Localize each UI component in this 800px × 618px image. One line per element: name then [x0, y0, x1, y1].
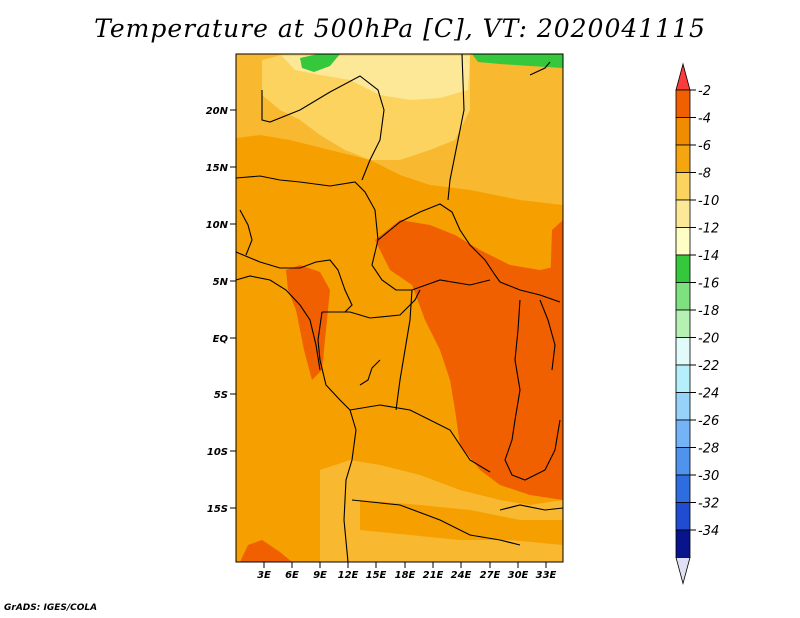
colorbar-label: -22: [698, 359, 719, 374]
colorbar-swatch: [675, 144, 691, 173]
lon-label: 27E: [480, 570, 501, 581]
colorbar-swatch: [675, 364, 691, 393]
colorbar-swatch: [675, 254, 691, 283]
lat-label: 10S: [207, 447, 228, 458]
colorbar-label: -24: [698, 387, 719, 402]
lat-label: EQ: [213, 334, 229, 345]
colorbar-swatch: [675, 282, 691, 311]
temperature-field-warm-east: [550, 220, 563, 300]
colorbar-bottom-arrow: [675, 557, 691, 586]
lat-label: 5S: [214, 390, 228, 401]
lon-label: 3E: [257, 570, 271, 581]
temperature-field-coolest-north: [282, 56, 470, 100]
colorbar-swatch: [675, 502, 691, 531]
green-patch-right: [472, 54, 563, 68]
colorbar-swatch: [675, 392, 691, 421]
lon-label: 9E: [313, 570, 327, 581]
colorbar-label: -16: [698, 277, 719, 292]
colorbar-label: -34: [698, 524, 719, 539]
colorbar-label: -28: [698, 442, 719, 457]
colorbar: -2 -4 -6 -8 -10 -12 -14 -16 -18 -20 -22 -24 -26 -28 -3…: [675, 62, 719, 586]
map-title: Temperature at 500hPa [C], VT: 202004111…: [94, 14, 706, 43]
lat-label: 20N: [206, 106, 229, 117]
colorbar-swatch: [675, 227, 691, 256]
colorbar-label: -26: [698, 414, 719, 429]
lon-label: 24E: [451, 570, 472, 581]
green-patch-left: [300, 54, 340, 72]
longitude-axis: 3E 6E 9E 12E 15E 18E 21E 24E 27E 30E 33E: [257, 562, 557, 581]
colorbar-label: -32: [698, 497, 719, 512]
colorbar-swatch: [675, 172, 691, 201]
temperature-field-warm-central: [412, 280, 563, 500]
colorbar-swatch: [675, 529, 691, 558]
map-frame: [235, 53, 564, 563]
colorbar-label: -4: [698, 112, 711, 127]
lon-label: 6E: [285, 570, 299, 581]
latitude-axis: 20N 15N 10N 5N EQ 5S 10S 15S: [206, 106, 236, 515]
colorbar-label: -30: [698, 469, 719, 484]
colorbar-label: -12: [698, 222, 719, 237]
temperature-field-warm-band: [375, 220, 563, 300]
lon-label: 33E: [536, 570, 557, 581]
colorbar-swatch: [675, 199, 691, 228]
colorbar-swatch: [675, 89, 691, 118]
colorbar-swatch: [675, 419, 691, 448]
map-panel: [235, 53, 564, 563]
lon-label: 21E: [423, 570, 444, 581]
colorbar-swatch: [675, 117, 691, 146]
colorbar-label: -8: [698, 167, 711, 182]
colorbar-swatch: [675, 337, 691, 366]
colorbar-swatch: [675, 447, 691, 476]
colorbar-top-arrow: [675, 62, 691, 91]
lon-label: 15E: [366, 570, 387, 581]
colorbar-swatch: [675, 474, 691, 503]
colorbar-label: -14: [698, 249, 719, 264]
colorbar-label: -10: [698, 194, 719, 209]
temperature-field-warm-southwest: [240, 540, 292, 562]
temperature-field-base-south: [360, 500, 563, 545]
colorbar-swatch: [675, 309, 691, 338]
colorbar-label: -18: [698, 304, 719, 319]
lon-label: 30E: [508, 570, 529, 581]
colorbar-label: -6: [698, 139, 711, 154]
credit-label: GrADS: IGES/COLA: [4, 603, 98, 613]
lon-label: 18E: [395, 570, 416, 581]
lat-label: 5N: [213, 277, 229, 288]
colorbar-label: -20: [698, 332, 719, 347]
lon-label: 12E: [338, 570, 359, 581]
lat-label: 10N: [206, 220, 229, 231]
lat-label: 15S: [207, 504, 228, 515]
colorbar-label: -2: [698, 84, 711, 99]
country-borders: [235, 53, 564, 563]
lat-label: 15N: [206, 163, 229, 174]
